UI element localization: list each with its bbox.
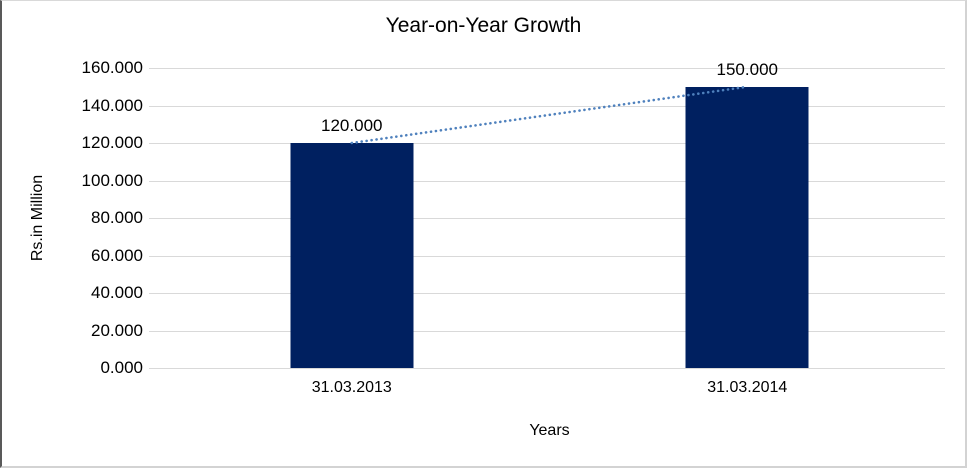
bar-series: 120.000 150.000 bbox=[154, 60, 945, 368]
gridline bbox=[149, 143, 945, 144]
x-axis-category-labels: 31.03.2013 31.03.2014 bbox=[154, 379, 945, 399]
trendline-dotted-line bbox=[350, 85, 749, 145]
gridline bbox=[149, 293, 945, 294]
trendline bbox=[350, 85, 749, 145]
x-category-label: 31.03.2013 bbox=[311, 379, 392, 396]
y-tick-label: 20.000 bbox=[91, 320, 143, 340]
gridline bbox=[149, 218, 945, 219]
gridline bbox=[149, 368, 945, 369]
data-label: 150.000 bbox=[716, 59, 778, 79]
bar bbox=[685, 86, 809, 368]
y-tick-label: 100.000 bbox=[81, 170, 143, 190]
y-tick-label: 160.000 bbox=[81, 58, 143, 77]
bar bbox=[290, 143, 414, 368]
y-tick-label: 120.000 bbox=[81, 133, 143, 152]
gridline bbox=[149, 330, 945, 332]
y-tick-label: 140.000 bbox=[81, 95, 143, 115]
y-tick-label: 40.000 bbox=[91, 283, 143, 302]
y-tick-label: 60.000 bbox=[91, 245, 143, 265]
gridline bbox=[149, 105, 945, 107]
y-axis-tick-labels: 160.000 140.000 120.000 100.000 80.000 60.000… bbox=[2, 58, 143, 377]
x-axis-title: Years bbox=[529, 422, 570, 439]
data-label: 120.000 bbox=[321, 116, 383, 135]
x-category-label: 31.03.2014 bbox=[707, 379, 788, 396]
chart-title: Year-on-Year Growth bbox=[385, 14, 582, 37]
plot-area: 120.000 150.000 bbox=[149, 60, 945, 369]
y-tick-label: 80.000 bbox=[91, 208, 143, 227]
gridline bbox=[149, 180, 945, 182]
y-tick-label: 0.000 bbox=[100, 358, 143, 377]
gridline bbox=[149, 68, 945, 69]
gridline bbox=[149, 255, 945, 257]
